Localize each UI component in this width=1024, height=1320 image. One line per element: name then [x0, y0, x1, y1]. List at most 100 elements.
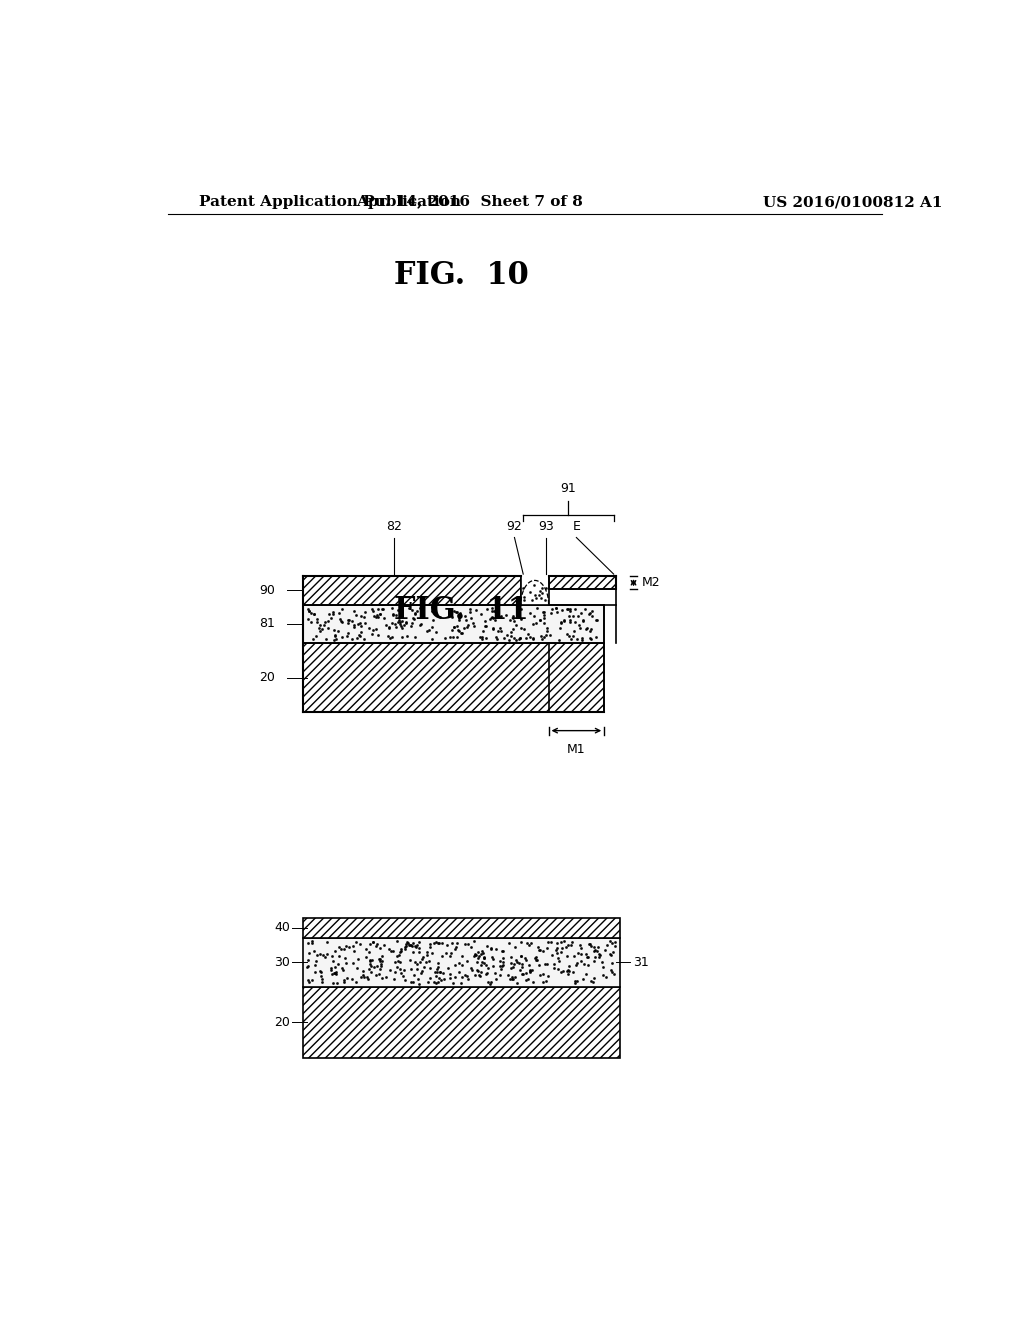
Point: [505, 605, 521, 626]
Point: [313, 972, 330, 993]
Point: [431, 961, 447, 982]
Point: [385, 969, 401, 990]
Point: [447, 936, 464, 957]
Point: [544, 945, 560, 966]
Point: [327, 957, 343, 978]
Point: [504, 969, 520, 990]
Point: [555, 960, 571, 981]
Text: 30: 30: [274, 956, 290, 969]
Point: [422, 968, 438, 989]
Point: [549, 602, 565, 623]
Point: [419, 620, 435, 642]
Point: [422, 937, 438, 958]
Point: [404, 972, 421, 993]
Point: [374, 950, 390, 972]
Point: [594, 952, 610, 973]
Bar: [303, 987, 621, 1057]
Point: [381, 939, 397, 960]
Point: [315, 615, 332, 636]
Point: [517, 627, 534, 648]
Point: [582, 628, 598, 649]
Point: [369, 607, 385, 628]
Point: [390, 599, 407, 620]
Point: [560, 935, 577, 956]
Point: [447, 601, 464, 622]
Point: [384, 627, 400, 648]
Point: [551, 950, 567, 972]
Point: [329, 973, 345, 994]
Point: [324, 945, 340, 966]
Point: [495, 952, 511, 973]
Text: 81: 81: [259, 618, 274, 631]
Point: [366, 932, 382, 953]
Point: [483, 937, 500, 958]
Point: [362, 961, 379, 982]
Point: [341, 610, 357, 631]
Point: [356, 966, 373, 987]
Point: [300, 601, 316, 622]
Point: [348, 957, 365, 978]
Point: [428, 622, 444, 643]
Point: [604, 953, 621, 974]
Point: [447, 966, 464, 987]
Point: [402, 972, 419, 993]
Point: [414, 961, 430, 982]
Point: [373, 956, 389, 977]
Point: [571, 935, 588, 956]
Point: [429, 961, 445, 982]
Point: [326, 962, 342, 983]
Point: [452, 961, 468, 982]
Point: [348, 605, 365, 626]
Point: [530, 940, 547, 961]
Point: [493, 606, 509, 627]
Point: [390, 950, 407, 972]
Point: [535, 964, 551, 985]
Point: [525, 628, 542, 649]
Point: [493, 965, 509, 986]
Point: [413, 614, 429, 635]
Point: [520, 624, 537, 645]
Point: [526, 583, 543, 605]
Point: [505, 968, 521, 989]
Point: [534, 577, 550, 598]
Point: [474, 627, 490, 648]
Point: [313, 965, 330, 986]
Point: [552, 962, 568, 983]
Point: [510, 953, 526, 974]
Point: [402, 949, 419, 970]
Point: [365, 932, 381, 953]
Point: [382, 628, 398, 649]
Point: [501, 932, 517, 953]
Point: [333, 939, 349, 960]
Point: [494, 956, 510, 977]
Point: [411, 931, 427, 952]
Text: Apr. 14, 2016  Sheet 7 of 8: Apr. 14, 2016 Sheet 7 of 8: [355, 195, 583, 209]
Point: [352, 626, 369, 647]
Point: [412, 614, 428, 635]
Point: [539, 616, 555, 638]
Point: [446, 616, 463, 638]
Point: [550, 958, 566, 979]
Point: [339, 626, 355, 647]
Point: [583, 936, 599, 957]
Point: [524, 627, 541, 648]
Point: [394, 627, 411, 648]
Point: [321, 603, 337, 624]
Point: [524, 958, 541, 979]
Point: [518, 969, 535, 990]
Point: [401, 935, 418, 956]
Point: [427, 961, 443, 982]
Point: [603, 960, 620, 981]
Text: FIG.  11: FIG. 11: [394, 595, 528, 626]
Point: [430, 932, 446, 953]
Point: [509, 950, 525, 972]
Point: [522, 603, 539, 624]
Point: [430, 953, 446, 974]
Text: 92: 92: [507, 520, 522, 533]
Point: [336, 969, 352, 990]
Point: [451, 607, 467, 628]
Point: [350, 624, 367, 645]
Text: M1: M1: [567, 743, 586, 756]
Point: [466, 931, 482, 952]
Point: [391, 941, 408, 962]
